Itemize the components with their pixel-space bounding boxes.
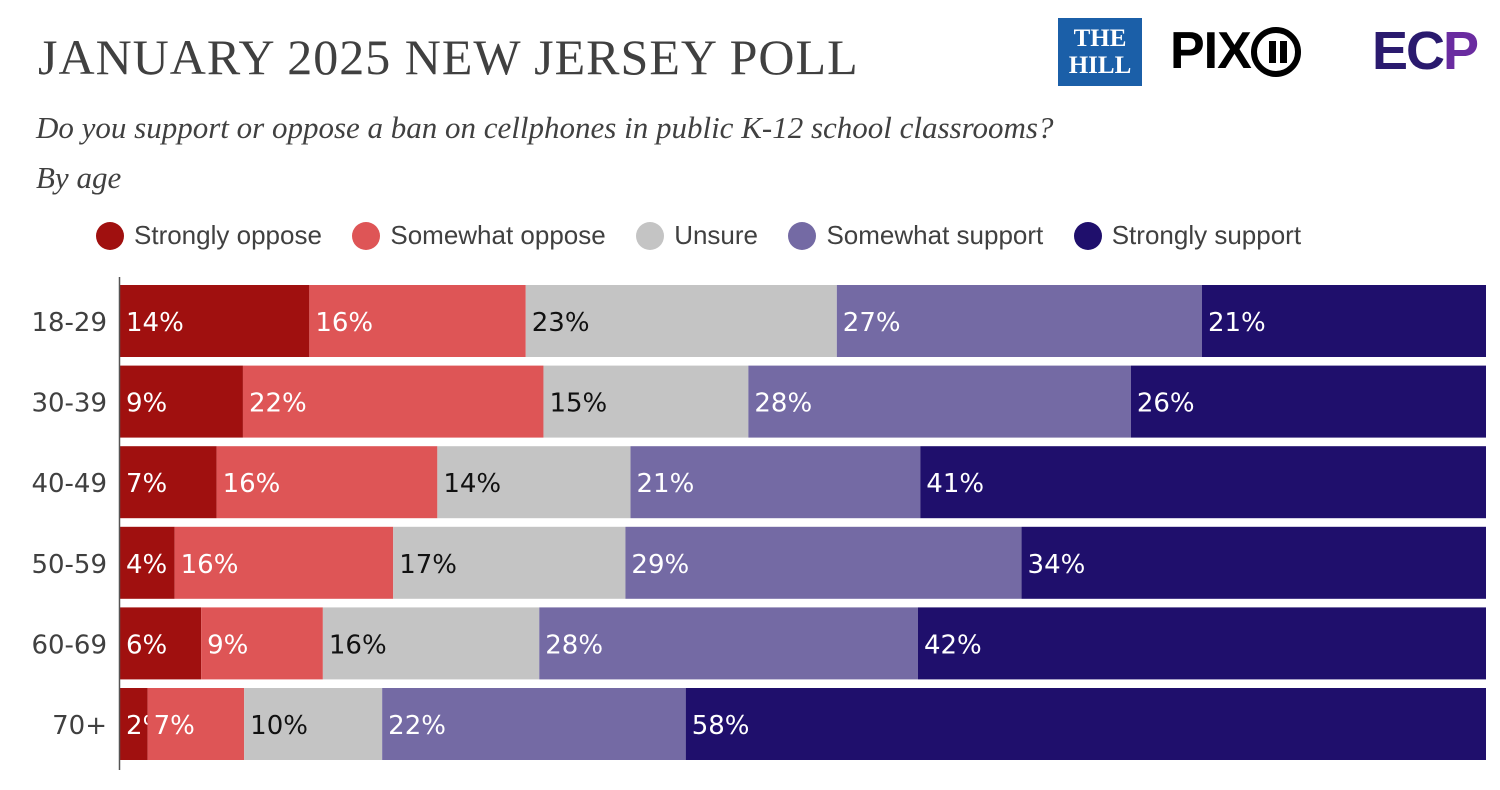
- ecp-logo: ECP: [1372, 21, 1479, 81]
- data-label-60-69-somewhat-support: 28%: [545, 630, 603, 660]
- data-label-30-39-somewhat-oppose: 22%: [249, 389, 307, 419]
- category-label-50-59: 50-59: [31, 550, 107, 580]
- legend-swatch-strongly-oppose: [96, 221, 124, 250]
- bar-18-29-strongly-support: [1201, 285, 1486, 357]
- pix11-logo: PIX: [1170, 22, 1301, 80]
- the-hill-logo-line2: HILL: [1068, 52, 1132, 79]
- data-label-40-49-somewhat-oppose: 16%: [223, 469, 281, 499]
- chart-subtitle: Do you support or oppose a ban on cellph…: [36, 110, 1054, 145]
- bar-40-49-somewhat-support: [630, 446, 921, 519]
- bar-50-59-somewhat-support: [625, 526, 1022, 599]
- data-label-40-49-strongly-support: 41%: [926, 469, 984, 499]
- bar-70-strongly-support: [685, 688, 1486, 760]
- data-label-60-69-somewhat-oppose: 9%: [207, 630, 248, 660]
- data-label-50-59-strongly-oppose: 4%: [126, 550, 167, 580]
- bar-30-39-somewhat-support: [748, 365, 1131, 438]
- data-label-30-39-somewhat-support: 28%: [754, 389, 812, 419]
- chart-subtitle-by-age: By age: [36, 160, 122, 195]
- data-label-40-49-unsure: 14%: [443, 469, 501, 499]
- legend-swatch-somewhat-oppose: [352, 221, 381, 250]
- data-label-40-49-strongly-oppose: 7%: [126, 469, 167, 499]
- bar-40-49-strongly-oppose: [120, 446, 217, 519]
- bar-50-59-unsure: [393, 526, 626, 599]
- bar-18-29-somewhat-support: [836, 285, 1202, 357]
- legend-item-strongly-oppose: Strongly oppose: [96, 220, 322, 251]
- data-label-40-49-somewhat-support: 21%: [637, 469, 695, 499]
- legend-item-strongly-support: Strongly support: [1073, 220, 1302, 251]
- legend-label-somewhat-support: Somewhat support: [826, 220, 1044, 250]
- category-label-30-39: 30-39: [31, 389, 107, 419]
- data-label-18-29-unsure: 23%: [532, 308, 590, 338]
- data-label-18-29-somewhat-support: 27%: [843, 308, 901, 338]
- chart-legend: Strongly oppose Somewhat oppose Unsure S…: [96, 220, 1327, 256]
- logo-group: THE HILL PIX ECP: [1056, 18, 1492, 88]
- legend-label-somewhat-oppose: Somewhat oppose: [390, 220, 606, 250]
- category-label-18-29: 18-29: [31, 308, 107, 338]
- bar-60-69-unsure: [322, 607, 540, 680]
- bar-60-69-strongly-oppose: [120, 607, 202, 680]
- bar-30-39-strongly-oppose: [120, 365, 243, 438]
- legend-swatch-unsure: [636, 221, 665, 250]
- data-label-50-59-unsure: 17%: [399, 550, 457, 580]
- category-label-60-69: 60-69: [31, 630, 107, 660]
- bar-40-49-somewhat-oppose: [216, 446, 438, 519]
- data-label-70-somewhat-support: 22%: [388, 711, 446, 741]
- legend-swatch-strongly-support: [1073, 221, 1102, 250]
- bar-40-49-strongly-support: [920, 446, 1486, 519]
- legend-item-unsure: Unsure: [636, 220, 758, 251]
- bar-18-29-somewhat-oppose: [309, 285, 526, 357]
- data-label-70-unsure: 10%: [250, 711, 308, 741]
- data-label-18-29-somewhat-oppose: 16%: [315, 308, 373, 338]
- data-label-50-59-somewhat-oppose: 16%: [181, 550, 239, 580]
- data-label-30-39-strongly-support: 26%: [1137, 389, 1195, 419]
- legend-label-strongly-support: Strongly support: [1111, 220, 1302, 250]
- bar-30-39-unsure: [543, 365, 749, 438]
- bar-50-59-strongly-support: [1021, 526, 1486, 599]
- bar-30-39-somewhat-oppose: [242, 365, 544, 438]
- data-label-50-59-strongly-support: 34%: [1028, 550, 1086, 580]
- bar-60-69-somewhat-support: [539, 607, 918, 680]
- data-label-60-69-unsure: 16%: [329, 630, 387, 660]
- category-label-40-49: 40-49: [31, 469, 107, 499]
- bar-50-59-strongly-oppose: [120, 526, 175, 599]
- legend-label-unsure: Unsure: [674, 220, 759, 250]
- bar-30-39-strongly-support: [1130, 365, 1486, 438]
- bar-40-49-unsure: [437, 446, 631, 519]
- data-label-18-29-strongly-oppose: 14%: [126, 308, 184, 338]
- category-label-70: 70+: [52, 711, 107, 741]
- bar-70-somewhat-oppose: [147, 688, 245, 760]
- the-hill-logo-line1: THE: [1073, 25, 1127, 52]
- data-label-30-39-unsure: 15%: [549, 389, 607, 419]
- legend-label-strongly-oppose: Strongly oppose: [134, 220, 322, 250]
- chart-title: JANUARY 2025 NEW JERSEY POLL: [38, 29, 859, 85]
- bar-60-69-somewhat-oppose: [201, 607, 323, 680]
- data-label-70-strongly-support: 58%: [692, 711, 750, 741]
- data-label-50-59-somewhat-support: 29%: [631, 550, 689, 580]
- the-hill-logo: THE HILL: [1058, 18, 1142, 86]
- data-label-18-29-strongly-support: 21%: [1208, 308, 1266, 338]
- data-label-30-39-strongly-oppose: 9%: [126, 389, 167, 419]
- legend-item-somewhat-oppose: Somewhat oppose: [352, 220, 606, 251]
- data-label-70-somewhat-oppose: 7%: [154, 711, 195, 741]
- bar-60-69-strongly-support: [917, 607, 1486, 680]
- bar-70-unsure: [244, 688, 383, 760]
- ecp-logo-text: EC: [1372, 21, 1445, 81]
- legend-swatch-somewhat-support: [788, 221, 817, 250]
- bar-18-29-strongly-oppose: [120, 285, 310, 357]
- data-label-60-69-strongly-support: 42%: [924, 630, 982, 660]
- pix11-eleven-icon: [1250, 27, 1301, 77]
- ecp-logo-p: P: [1443, 21, 1479, 81]
- bar-70-strongly-oppose: [120, 688, 148, 760]
- bar-70-somewhat-support: [382, 688, 686, 760]
- data-label-60-69-strongly-oppose: 6%: [126, 630, 167, 660]
- pix11-logo-text: PIX: [1170, 22, 1252, 80]
- bar-50-59-somewhat-oppose: [174, 526, 394, 599]
- legend-item-somewhat-support: Somewhat support: [788, 220, 1043, 251]
- bar-18-29-unsure: [525, 285, 837, 357]
